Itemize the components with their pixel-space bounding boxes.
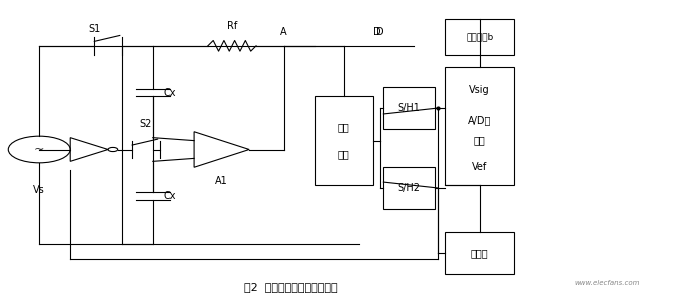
Text: 换器: 换器 (474, 135, 486, 145)
Text: Rf: Rf (227, 21, 237, 31)
Text: S1: S1 (88, 24, 100, 34)
Text: Cx: Cx (163, 88, 176, 98)
Text: 控制器: 控制器 (471, 248, 489, 258)
Text: A: A (281, 27, 287, 37)
FancyBboxPatch shape (384, 167, 435, 209)
Text: 电路: 电路 (338, 149, 350, 159)
FancyBboxPatch shape (384, 87, 435, 129)
FancyBboxPatch shape (445, 232, 514, 274)
Text: S2: S2 (140, 119, 152, 129)
Text: D: D (372, 27, 380, 37)
Text: S/H1: S/H1 (398, 103, 421, 113)
Text: A1: A1 (215, 176, 228, 186)
FancyBboxPatch shape (445, 19, 514, 55)
Text: S/H2: S/H2 (397, 183, 421, 193)
Text: 检波: 检波 (338, 122, 350, 132)
Text: Vsig: Vsig (469, 85, 490, 95)
Text: www.elecfans.com: www.elecfans.com (574, 280, 640, 286)
Text: Vs: Vs (33, 185, 45, 195)
Text: ~: ~ (34, 143, 44, 156)
Text: A/D转: A/D转 (468, 115, 491, 125)
FancyBboxPatch shape (445, 67, 514, 185)
Text: D: D (376, 27, 384, 37)
Text: 数字输出b: 数字输出b (466, 32, 493, 42)
FancyBboxPatch shape (314, 96, 373, 185)
Text: Vef: Vef (472, 162, 487, 172)
Text: 图2  数字输出型信号处理电路: 图2 数字输出型信号处理电路 (244, 282, 337, 292)
Text: Cx: Cx (163, 191, 176, 201)
